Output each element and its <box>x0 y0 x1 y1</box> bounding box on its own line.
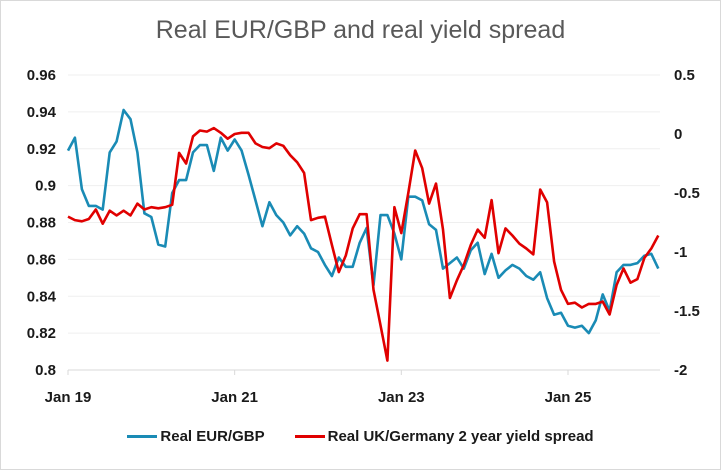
legend-swatch-yield-spread <box>294 435 325 438</box>
legend-label-yield-spread: Real UK/Germany 2 year yield spread <box>327 428 594 445</box>
y-left-tick-label: 0.9 <box>35 178 56 195</box>
left-y-axis: 0.96 0.94 0.92 0.9 0.88 0.86 0.84 0.82 0.8 <box>27 67 57 379</box>
y-right-tick-label: -0.5 <box>674 185 700 202</box>
y-right-tick-label: 0 <box>674 126 682 143</box>
y-left-tick-label: 0.88 <box>27 215 56 232</box>
x-tick-label: Jan 25 <box>545 389 592 406</box>
legend-item-yield-spread: Real UK/Germany 2 year yield spread <box>294 428 594 445</box>
legend: Real EUR/GBP Real UK/Germany 2 year yiel… <box>0 428 721 445</box>
x-tick-label: Jan 23 <box>378 389 425 406</box>
y-left-tick-label: 0.94 <box>27 104 57 121</box>
y-right-tick-label: -1.5 <box>674 303 700 320</box>
x-axis: Jan 19 Jan 21 Jan 23 Jan 25 <box>45 369 660 406</box>
legend-swatch-eurgbp <box>127 435 158 438</box>
y-left-tick-label: 0.86 <box>27 251 56 268</box>
series-line-eurgbp <box>66 108 660 335</box>
chart-title: Real EUR/GBP and real yield spread <box>155 16 566 44</box>
legend-label-eurgbp: Real EUR/GBP <box>160 428 265 445</box>
right-y-axis: 0.5 0 -0.5 -1 -1.5 -2 <box>674 67 700 379</box>
y-right-tick-label: 0.5 <box>674 67 695 84</box>
y-right-tick-label: -1 <box>674 244 687 261</box>
y-left-tick-label: 0.8 <box>35 362 56 379</box>
y-left-tick-label: 0.92 <box>27 141 56 158</box>
y-right-tick-label: -2 <box>674 362 687 379</box>
x-tick-label: Jan 19 <box>45 389 92 406</box>
y-left-tick-label: 0.84 <box>27 288 57 305</box>
gridlines <box>68 74 660 334</box>
series-lines <box>66 108 660 362</box>
y-left-tick-label: 0.82 <box>27 325 56 342</box>
x-tick-label: Jan 21 <box>211 389 258 406</box>
y-left-tick-label: 0.96 <box>27 67 56 84</box>
legend-item-eurgbp: Real EUR/GBP <box>127 428 265 445</box>
series-line-yield-spread <box>67 126 660 362</box>
